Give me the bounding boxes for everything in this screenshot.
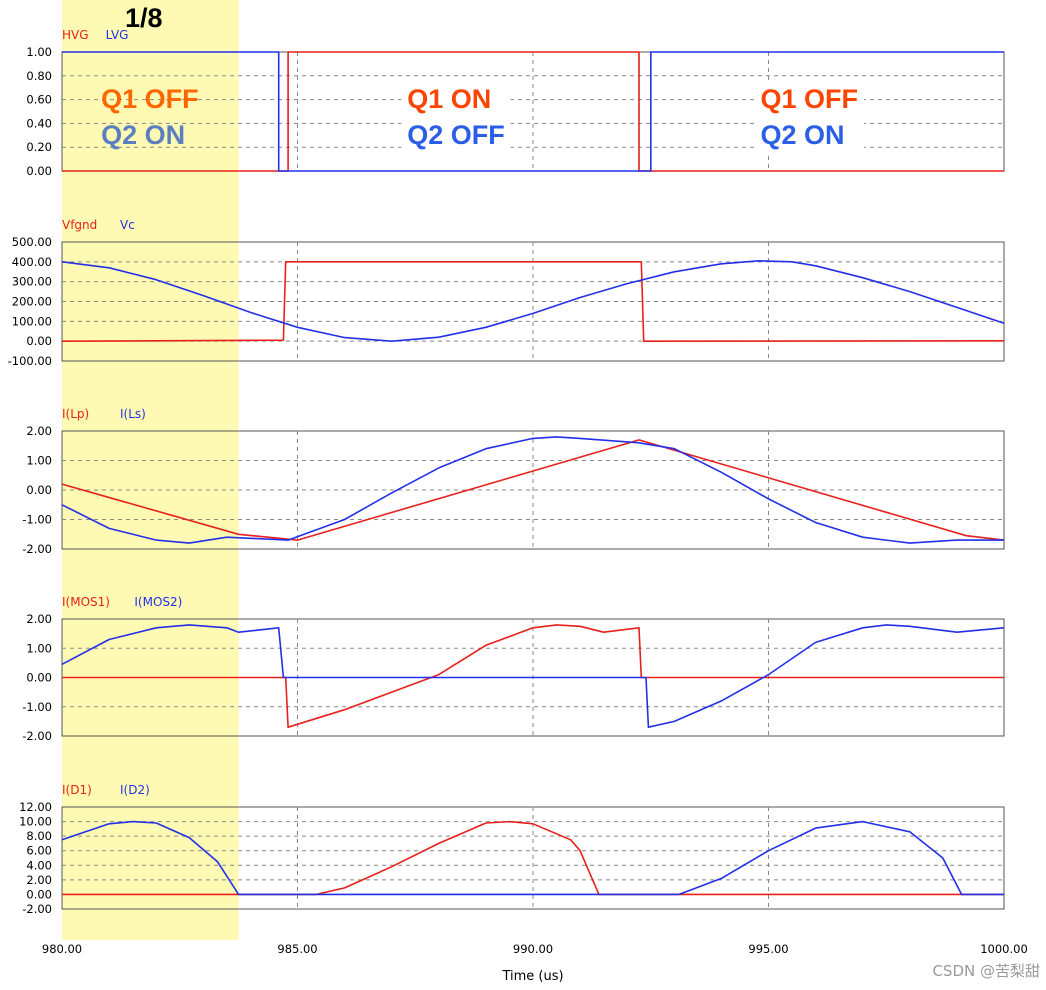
y-tick-label: 0.20 [26,140,52,154]
series-line-ils [61,436,1004,544]
x-tick-label: 985.00 [277,942,317,956]
y-tick-label: 0.00 [26,334,52,348]
state-label-backing [754,84,865,154]
panel-inductor-current: 2.00 1.00 0.00 -1.00 -2.00 I(Lp) I(Ls) [22,407,1005,556]
legend-label: HVG [62,28,89,42]
y-tick-label: 500.00 [12,235,52,249]
state-q2-label: Q2 ON [101,120,185,150]
y-tick-label: 4.00 [26,858,52,872]
x-tick-label: 980.00 [42,942,82,956]
state-q1-label: Q1 OFF [101,84,199,114]
highlight-region [62,0,239,940]
series-line-id1 [62,820,1004,896]
y-tick-label: -1.00 [22,513,52,527]
series-line-imos2 [61,624,1005,729]
y-tick-label: 200.00 [12,295,52,309]
state-labels: Q1 OFF Q2 ON Q1 ON Q2 OFF Q1 OFF Q2 ON [101,84,865,154]
panel-mosfet-current: 2.00 1.00 0.00 -1.00 -2.00 I(MOS1) I(MOS2) [22,595,1005,743]
state-q1-label: Q1 ON [407,84,491,114]
watermark-text: CSDN @苦梨甜 [932,962,1040,980]
state-label-backing [401,84,511,154]
series-line-imos1 [62,624,1004,729]
legend-label: Vfgnd [62,218,97,232]
y-tick-label: 2.00 [26,873,52,887]
series-line-vfgnd [61,260,1005,343]
y-tick-label: 0.00 [26,887,52,901]
y-tick-label: 0.00 [26,164,52,178]
y-tick-label: -2.00 [22,729,52,743]
legend-label: I(Lp) [62,407,89,421]
state-q1-label: Q1 OFF [761,84,859,114]
x-tick-label: 1000.00 [980,942,1028,956]
y-tick-label: -2.00 [22,902,52,916]
y-tick-label: 12.00 [19,800,52,814]
y-tick-label: 0.00 [26,671,52,685]
y-tick-label: 2.00 [26,424,52,438]
y-tick-label: 0.40 [26,116,52,130]
fraction-label: 1/8 [125,3,163,33]
y-tick-label: 1.00 [26,45,52,59]
legend-label: Vc [120,218,135,232]
y-tick-label: 400.00 [12,255,52,269]
series-line-vc [61,259,1005,343]
y-tick-label: 6.00 [26,844,52,858]
legend-label: I(Ls) [120,407,146,421]
y-tick-label: -100.00 [8,354,52,368]
y-tick-label: 2.00 [26,612,52,626]
y-tick-label: -1.00 [22,700,52,714]
y-tick-label: 1.00 [26,454,52,468]
x-tick-label: 995.00 [748,942,788,956]
y-tick-label: 100.00 [12,314,52,328]
series-line-id2 [61,820,1004,896]
series-line-ilp [61,439,1005,541]
series-line-hvg [62,51,1004,172]
y-tick-label: 10.00 [19,815,52,829]
legend-label: I(D1) [62,783,92,797]
state-q2-label: Q2 OFF [407,120,505,150]
y-tick-label: 8.00 [26,829,52,843]
x-axis: 980.00 985.00 990.00 995.00 1000.00 [42,942,1028,956]
legend-label: I(D2) [120,783,150,797]
series-line-lvg [62,51,1004,172]
y-tick-label: 0.80 [26,69,52,83]
y-tick-label: 0.00 [26,483,52,497]
y-tick-label: -2.00 [22,542,52,556]
y-tick-label: 0.60 [26,93,52,107]
panel-voltage: 500.00 400.00 300.00 200.00 100.00 0.00 -100.0… [8,218,1005,368]
state-q2-label: Q2 ON [761,120,845,150]
y-tick-label: 1.00 [26,641,52,655]
x-axis-title: Time (us) [501,969,563,984]
legend-label: I(MOS1) [62,595,110,609]
legend-label: I(MOS2) [134,595,182,609]
legend-label: LVG [106,28,129,42]
y-tick-label: 300.00 [12,275,52,289]
x-tick-label: 990.00 [513,942,553,956]
